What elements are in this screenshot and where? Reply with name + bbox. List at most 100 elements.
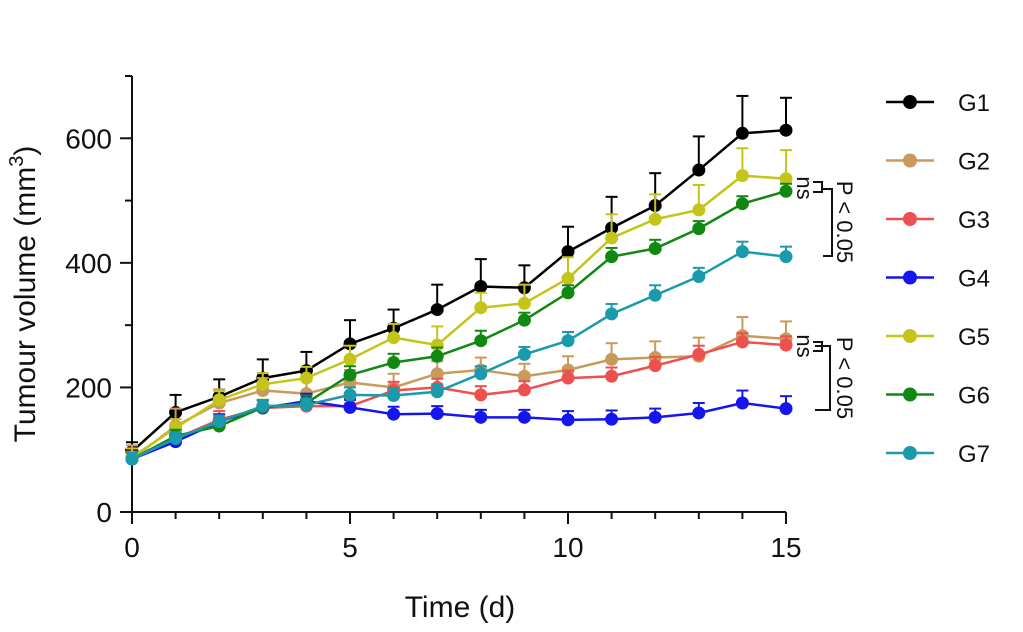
legend-marker [903, 270, 917, 285]
legend-label: G5 [958, 324, 990, 351]
y-tick-label: 0 [96, 497, 112, 528]
y-axis-title-close: ) [9, 146, 42, 156]
data-point [430, 385, 444, 399]
legend-item-G5: G5 [886, 324, 990, 351]
data-point [561, 286, 575, 300]
data-point [387, 389, 401, 403]
data-point [692, 222, 706, 236]
data-point [692, 270, 706, 284]
data-point [779, 172, 793, 186]
data-point [299, 398, 313, 412]
data-point [605, 352, 619, 366]
data-point [735, 126, 749, 140]
legend-item-G7: G7 [886, 441, 990, 468]
x-tick-label: 5 [342, 532, 358, 563]
data-point [561, 245, 575, 259]
data-point [517, 313, 531, 327]
upper-p-label: P < 0.05 [832, 181, 857, 263]
data-point [517, 410, 531, 424]
data-point [648, 212, 662, 226]
data-point [474, 388, 488, 402]
data-point [474, 280, 488, 294]
data-point [779, 402, 793, 416]
data-point [779, 250, 793, 264]
upper-p-bracket [823, 188, 833, 257]
legend-marker [903, 387, 917, 402]
data-point [517, 383, 531, 397]
legend-label: G2 [958, 149, 990, 176]
data-point [430, 407, 444, 421]
data-point [474, 410, 488, 424]
legend-label: G1 [958, 90, 990, 117]
data-point [779, 123, 793, 137]
data-point [735, 169, 749, 183]
significance-annotations: ns P < 0.05 ns P < 0.05 [792, 176, 857, 419]
data-point [517, 347, 531, 361]
data-point [212, 393, 226, 407]
data-point [343, 352, 357, 366]
data-point [212, 415, 226, 429]
axes [131, 76, 786, 513]
lower-ns-label: ns [792, 334, 817, 357]
y-axis-title-main: Tumour volume (mm [9, 167, 42, 443]
legend-marker [903, 212, 917, 226]
series-line-G2 [131, 334, 787, 461]
data-point [430, 367, 444, 381]
series-line-G7 [131, 250, 787, 461]
data-point [692, 163, 706, 177]
data-point [648, 359, 662, 373]
y-axis-title-sup: 3 [6, 156, 28, 167]
data-point [517, 369, 531, 383]
data-point [605, 307, 619, 321]
series-G7 [125, 240, 793, 466]
data-point [387, 356, 401, 370]
data-point [299, 371, 313, 385]
data-point [692, 406, 706, 420]
x-axis-title: Time (d) [405, 591, 516, 624]
data-point [648, 410, 662, 424]
data-point [474, 301, 488, 315]
data-point [605, 369, 619, 383]
data-point [430, 349, 444, 363]
series-G6 [125, 182, 793, 466]
data-point [125, 452, 139, 466]
x-tick-label: 15 [770, 532, 801, 563]
ticks: 0 5 10 15 0 200 400 600 [65, 75, 802, 563]
data-point [343, 337, 357, 351]
data-point [561, 271, 575, 285]
y-tick-label: 200 [65, 372, 112, 403]
series-line-G4 [131, 399, 787, 461]
legend-item-G3: G3 [886, 207, 990, 234]
data-point [692, 203, 706, 217]
data-point [474, 367, 488, 381]
legend-item-G2: G2 [886, 149, 990, 176]
data-point [343, 388, 357, 402]
data-point [605, 250, 619, 264]
legend-label: G4 [958, 266, 990, 293]
series-layer [125, 94, 793, 466]
legend-item-G1: G1 [886, 90, 990, 117]
legend-item-G4: G4 [886, 266, 990, 293]
data-point [735, 245, 749, 259]
data-point [561, 334, 575, 348]
series-line-G5 [131, 174, 787, 459]
legend-marker [903, 95, 917, 109]
y-axis-title: Tumour volume (mm3) [6, 146, 42, 443]
y-tick-label: 400 [65, 248, 112, 279]
legend-marker [903, 153, 917, 168]
data-point [648, 288, 662, 302]
data-point [735, 396, 749, 410]
data-point [256, 399, 270, 413]
data-point [387, 331, 401, 345]
legend-label: G6 [958, 383, 990, 410]
legend-marker [903, 446, 917, 460]
lower-p-label: P < 0.05 [832, 337, 857, 419]
data-point [779, 338, 793, 352]
lower-p-bracket [815, 345, 831, 411]
data-point [605, 231, 619, 245]
data-point [561, 371, 575, 385]
data-point [779, 184, 793, 198]
legend-label: G7 [958, 441, 990, 468]
data-point [343, 368, 357, 382]
